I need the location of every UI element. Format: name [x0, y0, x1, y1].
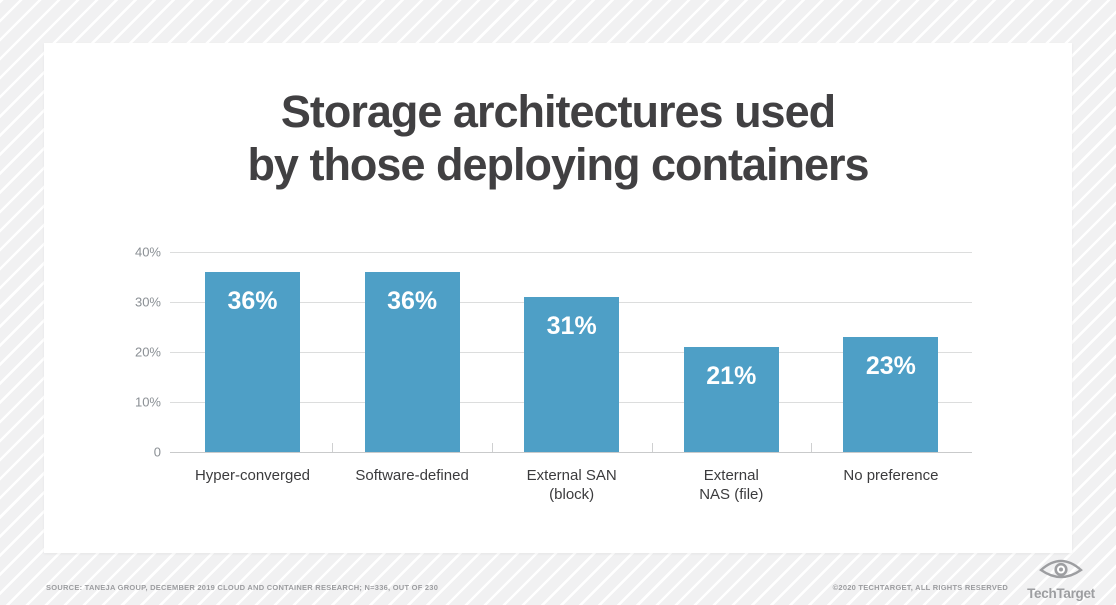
y-axis-tick-label: 40% [134, 244, 161, 260]
category-boundary-tick [651, 443, 653, 452]
bar-hyper-converged: 36% [205, 272, 300, 452]
x-axis-category-label: External SAN (block) [526, 467, 617, 503]
x-axis-category-label: Hyper-converged [194, 467, 311, 484]
chart-title: Storage architectures used by those deplo… [44, 85, 1072, 191]
copyright-note: ©2020 TECHTARGET, ALL RIGHTS RESERVED [832, 583, 1008, 592]
y-axis-tick-label: 30% [134, 294, 161, 310]
techtarget-logo-text: TechTarget [1027, 586, 1095, 601]
chart-card: Storage architectures used by those deplo… [44, 43, 1072, 553]
bar-external-san-block-: 31% [524, 297, 620, 452]
y-axis-tick-label: 10% [134, 394, 161, 410]
category-boundary-tick [811, 443, 813, 452]
x-axis-category-label: Software-defined [355, 467, 469, 484]
bar-value-label: 36% [227, 287, 278, 315]
y-axis-tick-label: 0 [153, 444, 161, 460]
bar-value-label: 23% [865, 352, 916, 380]
x-axis-category-label: External NAS (file) [699, 467, 764, 503]
bar-value-label: 36% [387, 287, 438, 315]
y-axis-tick-label: 20% [134, 344, 161, 360]
techtarget-logo: TechTarget [1022, 559, 1100, 601]
bar-value-label: 31% [546, 312, 597, 340]
chart-title-line-1: Storage architectures used [280, 86, 836, 137]
bar-software-defined: 36% [364, 272, 460, 452]
chart-title-line-2: by those deploying containers [247, 139, 869, 190]
bar-chart-plot-area: 40% 30% 20% 10% 0 36% Hyper-converged 36% Softwa… [135, 245, 972, 503]
category-boundary-tick [491, 443, 493, 452]
category-boundary-tick [332, 443, 334, 452]
bar-no-preference: 23% [843, 337, 939, 452]
techtarget-eye-icon [1039, 559, 1083, 579]
gridline [170, 252, 972, 253]
gridline [170, 452, 972, 453]
source-note: SOURCE: TANEJA GROUP, DECEMBER 2019 CLOU… [46, 583, 439, 592]
bar-value-label: 21% [706, 362, 757, 390]
bar-external-nas-file-: 21% [683, 347, 779, 452]
x-axis-category-label: No preference [843, 467, 939, 484]
